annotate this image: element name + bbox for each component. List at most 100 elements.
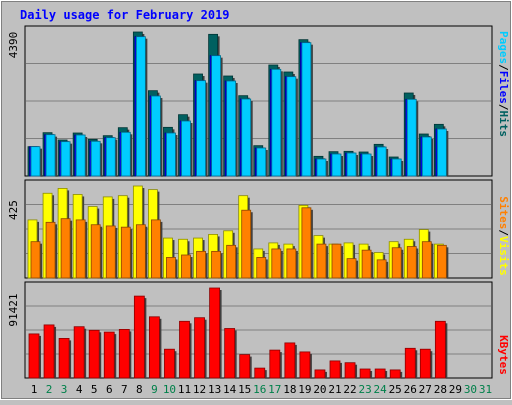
sites-bar <box>391 247 402 279</box>
sites-bar <box>271 248 282 279</box>
hits-bar <box>256 147 267 177</box>
hits-bar <box>166 132 176 177</box>
hits-bar <box>391 158 402 177</box>
hits-bar <box>135 36 146 177</box>
day-label: 30 <box>464 383 477 396</box>
x-axis-day-labels: 1 2 3 4 5 6 7 8 9 10 11 12 13 14 15 16 17 18 19 20 21 22 23 24 2… <box>31 383 492 396</box>
kbytes-bar <box>28 333 40 379</box>
sites-bar <box>361 249 372 279</box>
sites-bar <box>286 248 297 279</box>
day-label: 25 <box>389 383 402 396</box>
sites-bar <box>196 250 206 279</box>
day-label: 22 <box>343 383 356 396</box>
kbytes-bar <box>118 328 130 379</box>
kbytes-bar <box>179 320 190 379</box>
hits-bar <box>406 98 417 177</box>
chart-title: Daily usage for February 2019 <box>20 8 230 22</box>
hits-bar <box>226 80 237 177</box>
legend-pages-label: Pages <box>497 31 510 64</box>
kbytes-bar <box>148 316 160 379</box>
kbytes-bar <box>314 369 326 379</box>
day-label: 8 <box>136 383 143 396</box>
panels-group <box>24 25 493 379</box>
hits-bar <box>120 131 131 177</box>
kbytes-bar <box>419 348 431 379</box>
kbytes-bar <box>164 348 175 379</box>
hits-bar <box>436 128 447 177</box>
day-label: 21 <box>328 383 341 396</box>
day-label: 31 <box>479 383 492 396</box>
sites-bar <box>150 219 161 279</box>
day-label: 9 <box>151 383 158 396</box>
legend-files-label: Files <box>497 71 510 104</box>
legend-sites-label: Sites <box>497 196 510 229</box>
hits-bar <box>286 76 297 177</box>
sites-bar <box>45 221 56 279</box>
sites-bar <box>135 224 146 279</box>
day-label: 16 <box>253 383 266 396</box>
legend-0: Pages/Files/Hits <box>497 31 510 137</box>
legend-kbytes-label: KBytes <box>497 335 510 375</box>
hits-bar <box>45 134 56 177</box>
day-label: 12 <box>193 383 206 396</box>
day-label: 24 <box>374 383 388 396</box>
bars-group <box>27 31 449 379</box>
day-label: 10 <box>163 383 176 396</box>
sites-bar <box>346 258 357 279</box>
hits-bar <box>361 153 372 177</box>
legend-1: Sites/Visits <box>497 196 510 276</box>
kbytes-bar <box>329 360 341 379</box>
hits-bar <box>241 98 252 177</box>
sites-bar <box>406 246 417 279</box>
day-label: 11 <box>178 383 191 396</box>
day-label: 15 <box>238 383 251 396</box>
hits-bar <box>30 146 41 177</box>
sites-bar <box>120 226 131 279</box>
kbytes-bar <box>103 331 115 379</box>
kbytes-bar <box>299 351 311 379</box>
day-label: 18 <box>283 383 296 396</box>
kbytes-bar <box>389 369 401 379</box>
sites-bar <box>376 259 387 279</box>
legend-slash-label: / <box>497 104 510 111</box>
legend-slash-label: / <box>497 64 510 71</box>
day-label: 20 <box>313 383 326 396</box>
day-label: 1 <box>31 383 38 396</box>
sites-bar <box>30 241 41 279</box>
day-label: 26 <box>404 383 417 396</box>
sites-bar <box>316 243 327 279</box>
sites-bar <box>211 250 222 279</box>
sites-bar <box>90 224 101 279</box>
hits-bar <box>181 120 191 177</box>
legend-visits-label: Visits <box>497 236 510 276</box>
hits-bar <box>105 137 116 177</box>
hits-bar <box>346 152 357 177</box>
sites-bar <box>105 225 116 279</box>
kbytes-bar <box>133 295 145 379</box>
sites-bar <box>181 254 191 279</box>
kbytes-bar <box>434 320 446 379</box>
kbytes-bar <box>404 347 416 379</box>
hits-bar <box>421 136 432 177</box>
hits-bar <box>196 80 206 177</box>
day-label: 3 <box>61 383 68 396</box>
day-label: 28 <box>434 383 447 396</box>
day-label: 5 <box>91 383 98 396</box>
day-label: 14 <box>223 383 237 396</box>
sites-bar <box>256 257 267 279</box>
sites-bar <box>75 219 86 279</box>
legend-2: KBytes <box>497 335 510 375</box>
kbytes-bar <box>73 326 85 379</box>
y-max-labels: 4390 425 91421 <box>7 32 20 327</box>
hits-bar <box>211 55 222 177</box>
kbytes-bar <box>344 362 356 379</box>
kbytes-bar <box>374 368 386 379</box>
hits-bar <box>271 68 282 177</box>
sites-bar <box>166 257 176 279</box>
hits-bar <box>331 153 342 177</box>
kbytes-bar <box>209 287 221 379</box>
sites-bar <box>301 207 312 279</box>
